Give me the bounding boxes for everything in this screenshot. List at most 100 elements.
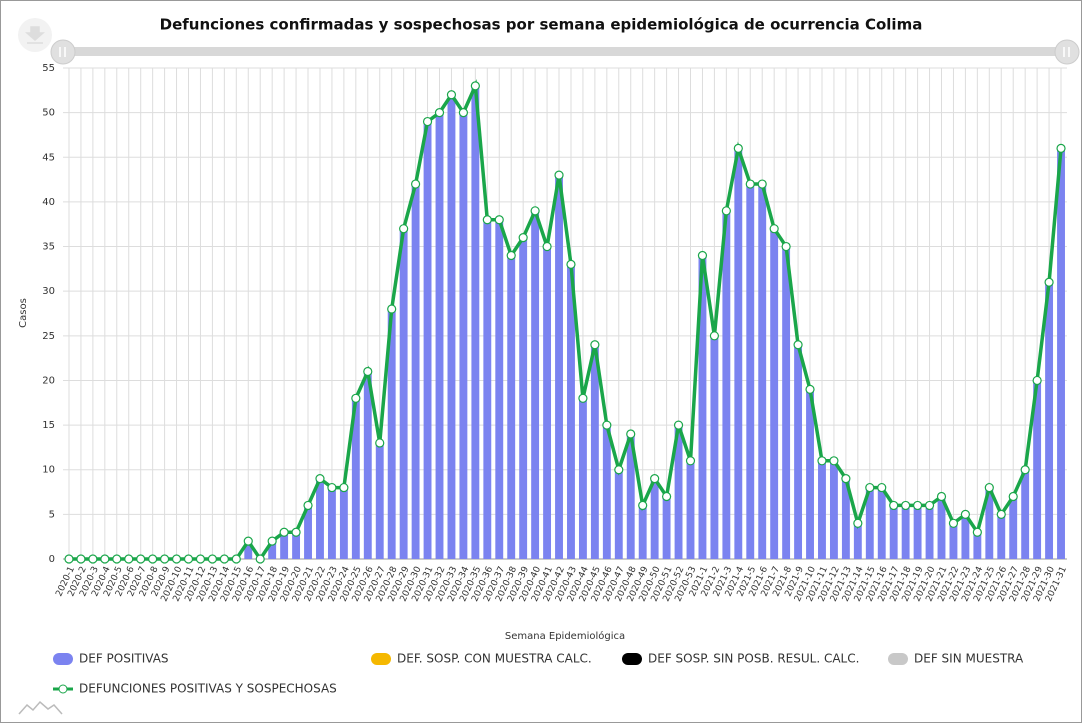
y-tick-label: 50: [42, 108, 55, 119]
bar: [829, 460, 838, 559]
line-marker: [566, 259, 576, 269]
y-tick-label: 5: [49, 509, 55, 520]
line-marker: [721, 206, 731, 216]
line-marker: [470, 81, 480, 91]
y-tick-label: 0: [49, 554, 55, 565]
bar: [244, 541, 253, 559]
legend-label[interactable]: DEF SIN MUESTRA: [914, 652, 1024, 666]
bar: [1045, 282, 1054, 559]
download-icon: [25, 26, 45, 44]
bar: [925, 505, 934, 559]
y-tick-label: 20: [42, 375, 55, 386]
bar: [543, 246, 552, 559]
bar: [614, 469, 623, 559]
y-tick-label: 25: [42, 331, 55, 342]
line-marker: [829, 456, 839, 466]
line-marker: [972, 527, 982, 537]
bar: [853, 523, 862, 559]
line-marker: [327, 482, 337, 493]
line-marker: [602, 420, 612, 430]
line-marker: [865, 482, 875, 493]
line-marker: [231, 554, 241, 564]
legend-label[interactable]: DEF. SOSP. CON MUESTRA CALC.: [397, 652, 592, 666]
slider-handle-left[interactable]: [50, 39, 76, 65]
slider-grips: [59, 47, 1070, 57]
line-marker: [255, 554, 265, 564]
legend-label[interactable]: DEFUNCIONES POSITIVAS Y SOSPECHOSAS: [79, 682, 337, 696]
bar: [818, 460, 826, 559]
line-marker: [112, 554, 122, 564]
line-marker: [76, 554, 86, 564]
line-marker: [769, 224, 779, 234]
line-marker: [159, 554, 170, 564]
line-marker: [733, 143, 743, 153]
bar: [507, 255, 516, 560]
bar: [949, 523, 958, 559]
bar: [841, 478, 850, 559]
line-marker: [351, 393, 361, 403]
line-marker: [387, 304, 397, 314]
slider-handle-right[interactable]: [1054, 39, 1080, 65]
line-marker: [88, 554, 98, 564]
bar: [351, 398, 360, 559]
line-marker: [817, 456, 827, 466]
bar: [399, 228, 408, 559]
line-marker: [781, 241, 791, 252]
bar: [626, 434, 635, 559]
line-marker: [912, 500, 923, 511]
legend-label[interactable]: DEF SOSP. SIN POSB. RESUL. CALC.: [648, 652, 859, 666]
line-marker: [458, 108, 469, 118]
line-marker: [339, 482, 349, 493]
bar: [638, 505, 647, 559]
bar: [483, 219, 492, 559]
line-marker: [279, 527, 289, 537]
bar: [662, 496, 671, 559]
bar: [578, 398, 587, 559]
line-marker: [638, 500, 648, 511]
bar: [280, 532, 289, 559]
bar: [973, 532, 982, 559]
line-marker: [434, 108, 445, 118]
bar: [722, 210, 731, 559]
bar: [686, 460, 695, 559]
bar: [292, 532, 301, 559]
zoom-slider[interactable]: [63, 47, 1067, 56]
bar: [782, 246, 791, 559]
legend-swatch: [888, 653, 908, 665]
line-marker: [805, 384, 815, 394]
line-marker: [219, 554, 229, 564]
bar: [710, 335, 719, 559]
bar: [602, 425, 611, 559]
line-marker: [841, 474, 851, 484]
line-marker: [148, 554, 158, 564]
line-marker: [936, 491, 947, 502]
line-marker: [124, 554, 134, 564]
bar: [387, 309, 396, 559]
line-marker: [64, 554, 74, 564]
line-marker: [590, 340, 600, 350]
bar: [590, 344, 599, 559]
line-marker: [375, 438, 385, 448]
bar: [447, 94, 456, 560]
bar: [268, 541, 277, 559]
bar: [339, 487, 348, 559]
line-marker: [171, 554, 182, 564]
line-marker: [1008, 491, 1018, 502]
bar: [1009, 496, 1018, 559]
line-marker: [745, 179, 755, 189]
bar: [889, 505, 898, 559]
line-marker: [422, 116, 433, 127]
legend-label[interactable]: DEF POSITIVAS: [79, 652, 169, 666]
y-tick-label: 40: [42, 197, 55, 208]
line-marker: [650, 474, 660, 484]
line-marker: [1056, 143, 1066, 153]
bar: [363, 371, 372, 559]
bar: [1033, 380, 1042, 559]
line-marker: [673, 420, 684, 430]
bar: [758, 184, 767, 559]
line-marker: [136, 554, 146, 564]
line-marker: [614, 465, 624, 475]
line-marker: [554, 170, 564, 180]
